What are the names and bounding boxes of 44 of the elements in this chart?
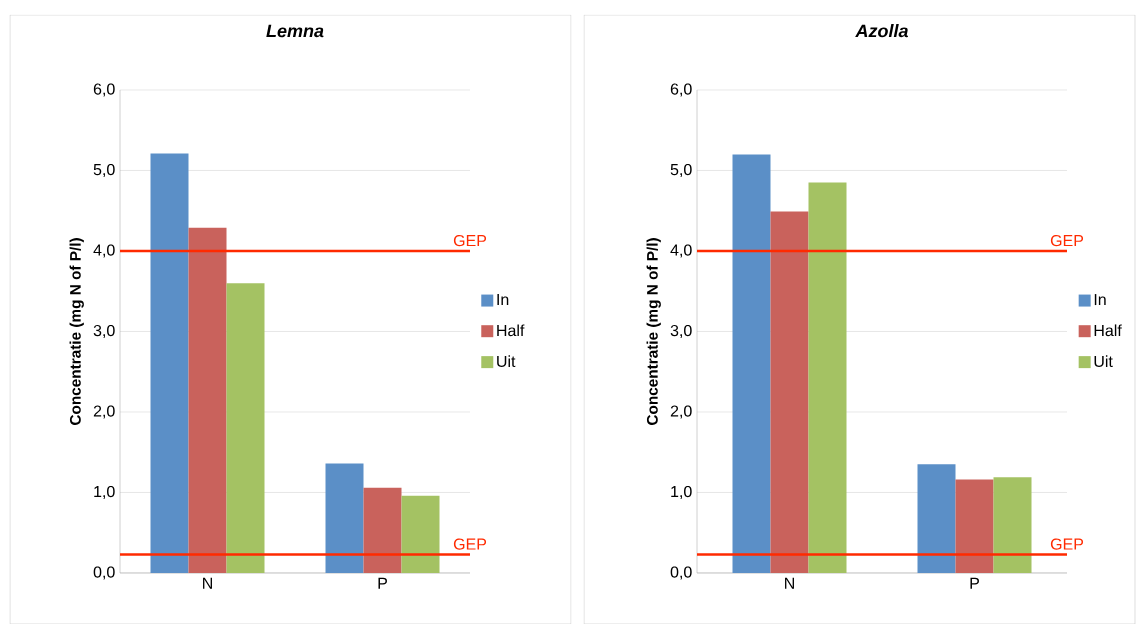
y-tick-label: 4,0	[670, 244, 692, 258]
y-tick-label: 4,0	[93, 244, 115, 258]
y-tick-label: 2,0	[670, 405, 692, 419]
bar	[401, 495, 440, 573]
bar	[226, 283, 265, 573]
y-tick-label: 0,0	[670, 566, 692, 580]
y-axis-title: Concentratie (mg N of P/l)	[646, 238, 661, 425]
legend-label: Uit	[497, 355, 516, 368]
ref-line-label: GEP	[453, 538, 487, 550]
bar	[325, 463, 364, 573]
legend-label: In	[1094, 294, 1106, 306]
legend-label: Uit	[1094, 355, 1113, 368]
x-tick-label: N	[203, 577, 212, 589]
bar	[993, 477, 1032, 573]
y-tick-label: 1,0	[94, 485, 115, 500]
x-tick-label: P	[970, 577, 979, 589]
y-tick-label: 1,0	[671, 485, 692, 500]
x-tick-label: N	[785, 577, 794, 589]
bar	[770, 211, 809, 573]
bar	[808, 182, 847, 573]
bar	[917, 464, 956, 573]
legend-label: Half	[497, 324, 525, 337]
y-tick-label: 5,0	[670, 163, 692, 178]
chart-title: Lemna	[266, 24, 324, 38]
y-tick-label: 5,0	[93, 163, 115, 178]
bar	[150, 153, 189, 573]
bar	[732, 154, 771, 573]
ref-line-label: GEP	[1050, 538, 1084, 550]
y-tick-label: 3,0	[93, 324, 115, 339]
x-tick-label: P	[378, 577, 387, 589]
ref-line-label: GEP	[1050, 234, 1084, 247]
legend-label: In	[497, 294, 509, 306]
y-tick-label: 6,0	[93, 83, 115, 97]
y-tick-label: 3,0	[670, 324, 692, 339]
y-tick-label: 6,0	[670, 83, 692, 97]
bar	[955, 479, 994, 573]
bar	[188, 227, 227, 573]
bar	[363, 487, 402, 573]
chart-title: Azolla	[855, 24, 908, 38]
y-tick-label: 0,0	[93, 566, 115, 580]
y-axis-title: Concentratie (mg N of P/l)	[69, 238, 84, 425]
legend-label: Half	[1094, 324, 1122, 337]
y-tick-label: 2,0	[93, 405, 115, 419]
ref-line-label: GEP	[453, 234, 487, 247]
